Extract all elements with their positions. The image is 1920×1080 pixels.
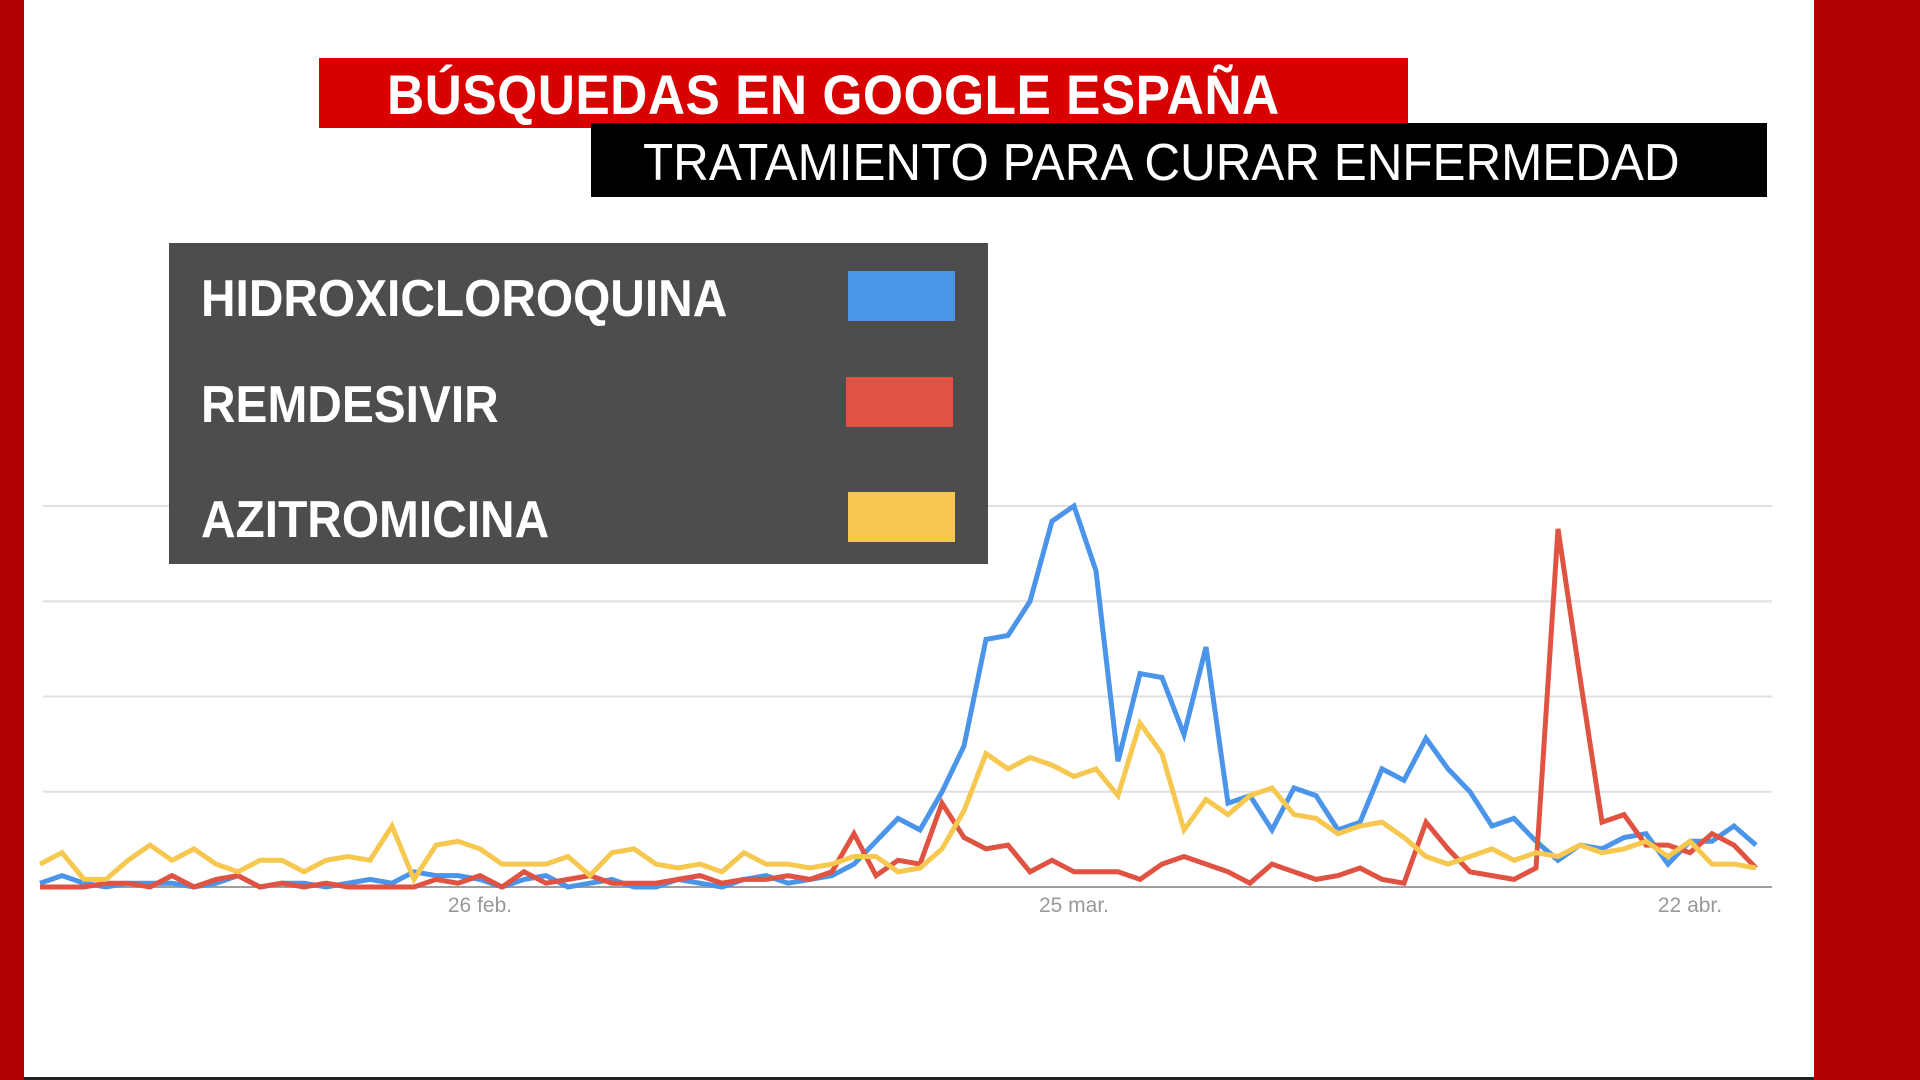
legend-swatch-yellow [848,492,955,542]
legend-swatch-blue [848,271,955,321]
chart-title: BÚSQUEDAS EN GOOGLE ESPAÑA [387,63,1280,126]
legend-item-hidroxicloroquina: HIDROXICLOROQUINA [201,269,961,329]
x-tick-label: 25 mar. [1038,894,1110,917]
legend-item-azitromicina: AZITROMICINA [201,490,961,550]
chart-subtitle: TRATAMIENTO PARA CURAR ENFERMEDAD [643,134,1680,192]
legend-label: REMDESIVIR [201,376,499,434]
x-tick-label: 26 feb. [447,894,513,917]
legend-item-remdesivir: REMDESIVIR [201,375,961,435]
right-frame-bar [1814,0,1920,1080]
left-frame-bar [0,0,24,1080]
legend: HIDROXICLOROQUINA REMDESIVIR AZITROMICIN… [169,243,988,564]
x-tick-label: 22 abr. [1657,894,1723,917]
legend-label: AZITROMICINA [201,491,550,549]
title-banner: BÚSQUEDAS EN GOOGLE ESPAÑA [319,58,1408,128]
legend-swatch-red [846,377,953,427]
series-line-remdesivir [40,528,1758,890]
subtitle-banner: TRATAMIENTO PARA CURAR ENFERMEDAD [591,123,1767,197]
chart-series [38,502,1758,890]
series-line-azitromicina [38,717,1757,885]
bottom-border [24,1077,1814,1080]
legend-label: HIDROXICLOROQUINA [201,270,728,328]
series-line-hidroxicloroquina [39,502,1758,890]
